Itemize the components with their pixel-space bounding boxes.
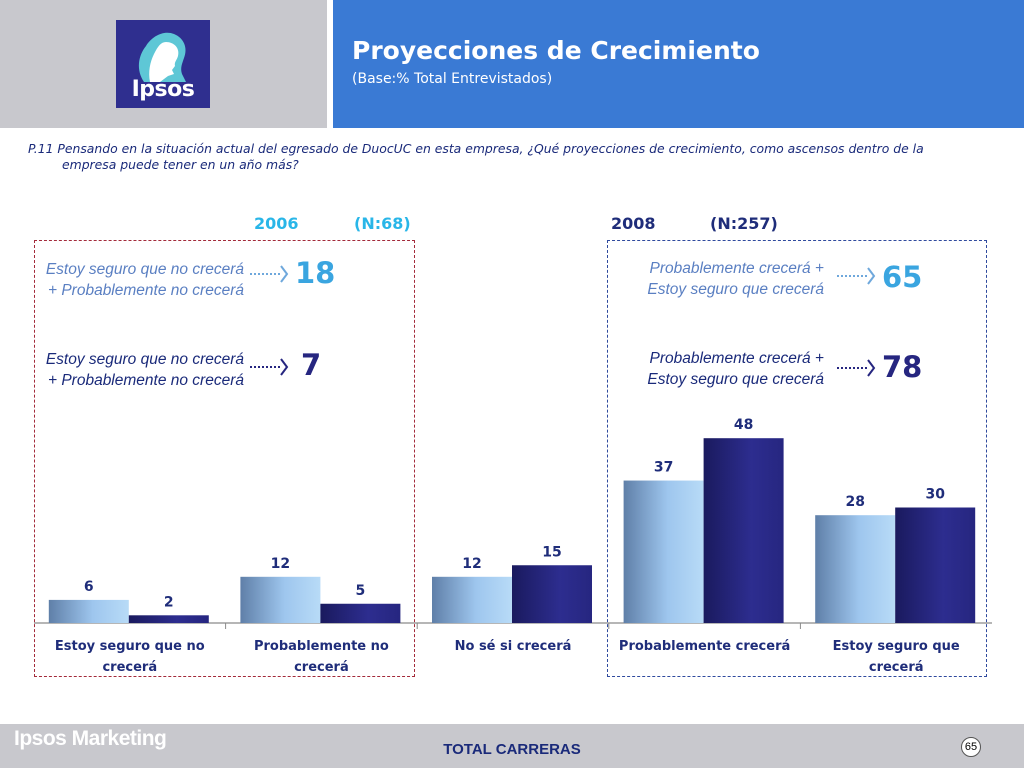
n-2008-label: (N:257) (710, 214, 778, 233)
n-2006-label: (N:68) (354, 214, 411, 233)
bar-2006-1 (48, 599, 129, 623)
category-label-1: Estoy seguro que no crecerá (55, 639, 205, 675)
question-line-1: P.11 Pensando en la situación actual del… (28, 141, 924, 156)
summary-2008-negative-text: Estoy seguro que no crecerá + Probableme… (45, 351, 244, 389)
category-label-2: Probablemente no crecerá (254, 639, 389, 675)
data-label-2006-4: 37 (654, 460, 673, 476)
summary-2006-negative-text: Estoy seguro que no crecerá + Probableme… (45, 261, 244, 299)
data-label-2008-1: 2 (164, 594, 174, 610)
logo-wordmark: Ipsos (131, 77, 195, 102)
bar-2006-3 (432, 576, 512, 623)
page-title: Proyecciones de Crecimiento (352, 36, 760, 65)
data-label-2008-4: 48 (734, 417, 753, 433)
summary-2006-positive-value: 65 (882, 260, 923, 294)
footer-brand: Ipsos Marketing (14, 727, 167, 750)
logo-face-icon (138, 32, 186, 82)
summary-2006-positive-text: Probablemente crecerá + Estoy seguro que… (647, 260, 824, 298)
dotted-arrow-icon (837, 359, 876, 377)
bar-2008-5 (895, 507, 976, 623)
footer-caption: TOTAL CARRERAS (443, 741, 581, 758)
bar-2008-1 (128, 615, 209, 623)
summary-2008-positive-value: 78 (882, 350, 923, 384)
data-label-2008-2: 5 (356, 583, 366, 599)
category-label-5: Estoy seguro que crecerá (833, 639, 960, 675)
page-number: 65 (961, 737, 981, 757)
bar-2006-5 (815, 515, 896, 623)
dotted-arrow-icon (250, 265, 289, 283)
data-label-2006-5: 28 (845, 494, 864, 510)
bar-2006-2 (240, 576, 321, 623)
category-label-3: No sé si crecerá (455, 639, 572, 654)
ipsos-logo: Ipsos (116, 20, 210, 108)
group-2008-frame (607, 240, 987, 677)
data-label-2006-2: 12 (271, 556, 290, 572)
bar-2008-3 (512, 565, 592, 623)
data-label-2008-5: 30 (925, 487, 945, 503)
summary-2006-negative-value: 18 (295, 256, 336, 290)
data-label-2006-1: 6 (84, 579, 94, 595)
year-2008-label: 2008 (611, 214, 656, 233)
bar-2008-4 (703, 438, 784, 623)
footer-bar (0, 724, 1024, 768)
question-line-2: empresa puede tener en un año más? (62, 157, 299, 172)
category-label-4: Probablemente crecerá (619, 639, 790, 654)
header-title-panel (333, 0, 1024, 128)
data-label-2008-3: 15 (542, 544, 561, 560)
summary-2008-negative-value: 7 (301, 348, 322, 382)
year-2006-label: 2006 (254, 214, 299, 233)
group-2006-frame (34, 240, 415, 677)
dotted-arrow-icon (837, 267, 876, 285)
dotted-arrow-icon (250, 358, 289, 376)
bar-2008-2 (320, 603, 401, 623)
data-label-2006-3: 12 (462, 556, 481, 572)
page-subtitle: (Base:% Total Entrevistados) (352, 71, 553, 87)
summary-2008-positive-text: Probablemente crecerá + Estoy seguro que… (647, 350, 824, 388)
bar-2006-4 (623, 480, 704, 623)
survey-question: P.11 Pensando en la situación actual del… (28, 141, 984, 173)
